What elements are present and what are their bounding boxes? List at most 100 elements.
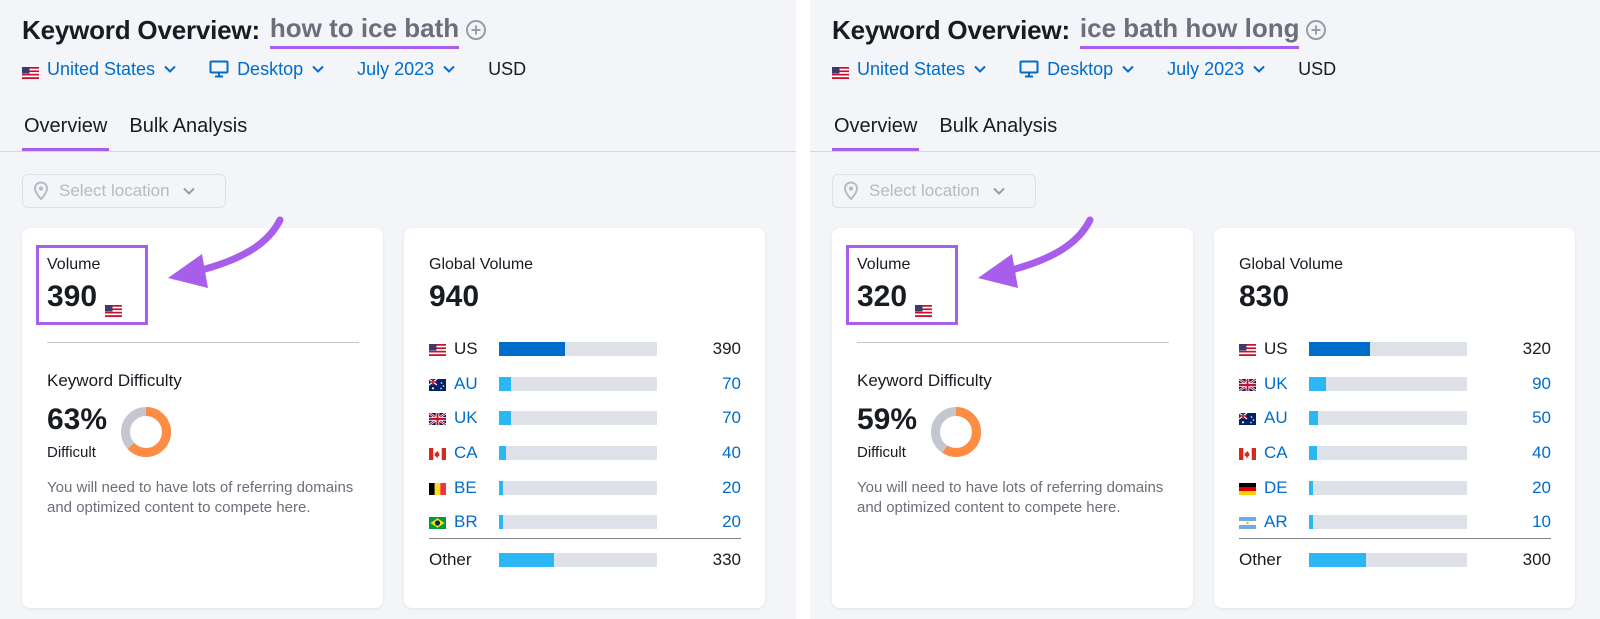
global-volume-row-be[interactable]: BE 20 <box>429 470 741 505</box>
keyword-difficulty-label: Keyword Difficulty <box>47 371 182 390</box>
country-code[interactable]: UK <box>1264 373 1288 393</box>
global-volume-row-uk[interactable]: UK 70 <box>428 401 741 436</box>
chevron-down-icon <box>182 186 196 196</box>
volume-bar <box>499 515 657 530</box>
country-volume-value[interactable]: 20 <box>722 477 741 497</box>
global-volume-row-de[interactable]: DE 20 <box>1239 470 1551 505</box>
volume-bar <box>1309 446 1467 461</box>
filters-bar: United States Desktop July 2023 USD <box>832 55 1336 83</box>
device-label: Desktop <box>237 58 304 79</box>
tab-bulk-analysis[interactable]: Bulk Analysis <box>129 115 248 137</box>
country-selector[interactable]: United States <box>22 59 177 80</box>
page-title-row: Keyword Overview: ice bath how long <box>832 10 1327 50</box>
global-volume-row-ca[interactable]: CA 40 <box>1239 436 1551 471</box>
other-bar-fill <box>499 553 555 567</box>
tabs-divider <box>0 151 796 152</box>
flag-us-icon <box>105 291 123 317</box>
country-code: US <box>454 339 478 359</box>
country-label: United States <box>47 58 156 79</box>
country-code[interactable]: BE <box>454 477 477 497</box>
volume-label: Volume <box>47 256 101 273</box>
country-code[interactable]: CA <box>454 443 478 463</box>
date-selector[interactable]: July 2023 <box>357 59 456 80</box>
global-volume-other-row: Other 300 <box>1239 545 1551 575</box>
device-selector[interactable]: Desktop <box>1019 59 1135 80</box>
keyword-value[interactable]: ice bath how long <box>1079 11 1300 49</box>
add-circle-icon[interactable] <box>465 19 487 41</box>
country-code: US <box>1264 339 1288 359</box>
location-select[interactable]: Select location <box>832 174 1036 208</box>
other-bar <box>1309 553 1467 567</box>
volume-highlight-box <box>846 245 958 325</box>
global-volume-row-au[interactable]: AU 50 <box>1238 401 1551 436</box>
page-title-row: Keyword Overview: how to ice bath <box>22 10 487 50</box>
global-volume-list: US 390 AU 70 UK 70 CA 40 BE 20 BR 20 <box>428 332 741 540</box>
country-code[interactable]: AR <box>1264 512 1288 532</box>
country-volume-value[interactable]: 70 <box>722 373 741 393</box>
flag-au-icon <box>1238 412 1256 426</box>
country-code[interactable]: DE <box>1264 477 1288 497</box>
global-volume-row-ca[interactable]: CA 40 <box>429 436 741 471</box>
location-pin-icon <box>843 181 859 201</box>
volume-bar <box>499 376 657 391</box>
country-volume-value[interactable]: 90 <box>1532 373 1551 393</box>
location-placeholder: Select location <box>59 181 170 200</box>
volume-bar <box>499 480 657 495</box>
global-volume-row-br[interactable]: BR 20 <box>429 505 741 540</box>
flag-au-icon <box>428 378 446 391</box>
global-volume-row-uk[interactable]: UK 90 <box>1238 367 1551 402</box>
keyword-overview-panel: Keyword Overview: ice bath how long Unit… <box>810 0 1600 619</box>
other-label: Other <box>429 550 472 569</box>
page-title: Keyword Overview: <box>832 14 1070 45</box>
country-volume-value[interactable]: 10 <box>1532 512 1551 532</box>
card-divider <box>47 342 359 343</box>
flag-uk-icon <box>1238 377 1257 392</box>
keyword-value[interactable]: how to ice bath <box>269 11 460 49</box>
other-value: 300 <box>1522 550 1551 569</box>
keyword-difficulty-description: You will need to have lots of referring … <box>47 479 354 516</box>
global-volume-row-ar[interactable]: AR 10 <box>1239 505 1551 540</box>
country-volume-value[interactable]: 20 <box>722 512 741 532</box>
location-select[interactable]: Select location <box>22 174 226 208</box>
annotation-arrow-icon <box>168 216 284 288</box>
global-volume-card: Global Volume 940 US 390 AU 70 UK 70 CA 40 BE 20 B… <box>404 228 765 608</box>
volume-bar <box>1309 480 1467 495</box>
card-divider <box>857 342 1169 343</box>
country-volume-value: 320 <box>1522 339 1551 359</box>
volume-bar <box>499 411 657 426</box>
country-code[interactable]: BR <box>454 512 478 532</box>
country-code[interactable]: AU <box>1264 408 1288 428</box>
global-volume-row-us: US 390 <box>429 332 741 367</box>
country-volume-value[interactable]: 40 <box>722 443 741 463</box>
donut-fill <box>931 407 981 457</box>
country-volume-value[interactable]: 40 <box>1532 443 1551 463</box>
volume-bar-fill <box>1309 515 1313 530</box>
country-code[interactable]: AU <box>454 373 478 393</box>
tab-overview[interactable]: Overview <box>832 108 920 152</box>
volume-bar <box>1309 515 1467 530</box>
volume-bar-fill <box>499 515 503 530</box>
global-volume-row-au[interactable]: AU 70 <box>428 367 741 402</box>
tab-overview[interactable]: Overview <box>22 108 110 152</box>
chevron-down-icon <box>1252 64 1266 74</box>
keyword-difficulty-donut <box>931 407 981 457</box>
add-circle-icon[interactable] <box>1305 19 1327 41</box>
volume-bar-fill <box>499 411 511 426</box>
date-selector[interactable]: July 2023 <box>1167 59 1266 80</box>
chevron-down-icon <box>992 186 1006 196</box>
country-volume-value[interactable]: 50 <box>1532 408 1551 428</box>
country-code[interactable]: UK <box>454 408 478 428</box>
flag-be-icon <box>429 482 446 495</box>
country-volume-value[interactable]: 20 <box>1532 477 1551 497</box>
tab-bulk-analysis[interactable]: Bulk Analysis <box>939 115 1058 137</box>
flag-uk-icon <box>428 412 447 427</box>
volume-bar <box>499 446 657 461</box>
device-selector[interactable]: Desktop <box>209 59 325 80</box>
country-code[interactable]: CA <box>1264 443 1288 463</box>
date-label: July 2023 <box>357 58 435 79</box>
keyword-difficulty-label: Keyword Difficulty <box>857 371 992 390</box>
other-divider <box>429 538 741 539</box>
volume-bar <box>499 342 657 357</box>
country-volume-value[interactable]: 70 <box>722 408 741 428</box>
country-selector[interactable]: United States <box>832 59 987 80</box>
